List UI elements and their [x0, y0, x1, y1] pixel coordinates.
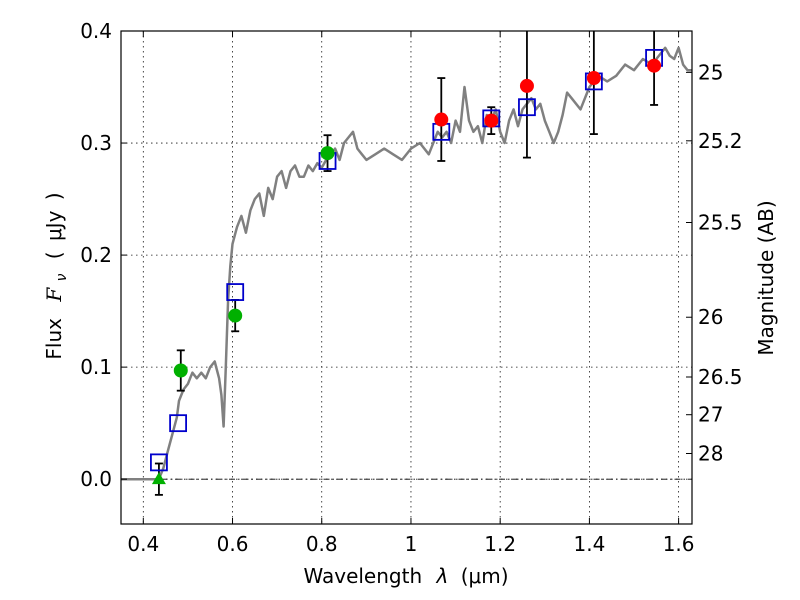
- x-tick-label: 0.4: [127, 532, 159, 556]
- magnitude-tick-label: 25.5: [698, 211, 743, 235]
- y-tick-label: 0.4: [80, 19, 112, 43]
- x-tick-label: 1.6: [663, 532, 695, 556]
- x-axis-label-text: Wavelength: [303, 564, 422, 588]
- wfc3-data-point: [519, 78, 534, 93]
- magnitude-axis-label: Magnitude (AB): [754, 200, 778, 355]
- x-axis-label-symbol: λ: [436, 564, 449, 588]
- x-tick-label: 0.6: [217, 532, 249, 556]
- spectrum-line: [121, 46, 692, 481]
- magnitude-tick-label: 25: [698, 60, 723, 84]
- upper-limit-marker: [151, 472, 166, 485]
- x-tick-label: 0.8: [306, 532, 338, 556]
- y-axis-label-symbol: F: [42, 287, 66, 303]
- y-axis-label-unit: μJy: [42, 210, 66, 241]
- y-axis-label-subscript: ν: [54, 273, 70, 281]
- y-tick-label: 0.0: [80, 467, 112, 491]
- magnitude-tick-label: 26.5: [698, 365, 743, 389]
- y-tick-label: 0.2: [80, 243, 112, 267]
- magnitude-tick-label: 25.2: [698, 129, 743, 153]
- x-tick-label: 1.2: [484, 532, 516, 556]
- x-axis-label: Wavelength λ (μm): [303, 564, 508, 588]
- x-tick-label: 1.4: [573, 532, 605, 556]
- model-photometry-box: [226, 283, 245, 301]
- y-tick-label: 0.1: [80, 355, 112, 379]
- x-axis-label-unit: (μm): [461, 564, 509, 588]
- axes-frame: [120, 30, 693, 525]
- y-tick-label: 0.3: [80, 131, 112, 155]
- magnitude-tick-label: 28: [698, 442, 723, 466]
- wfc3-data-point: [647, 58, 662, 73]
- wfc3-data-point: [484, 113, 499, 128]
- y-axis-label-text: Flux: [42, 318, 66, 360]
- acs-data-point: [173, 363, 188, 378]
- model-photometry-box: [169, 414, 188, 433]
- axis-ticks: 0.4 0.6 0.8 1 1.2 1.4 1.6 0.0 0.1 0.2 0.3 0.4 25 25.2…: [80, 19, 742, 556]
- acs-data-point: [320, 146, 335, 161]
- plot-area: [121, 31, 692, 496]
- magnitude-tick-label: 27: [698, 403, 723, 427]
- magnitude-tick-label: 26: [698, 305, 723, 329]
- acs-data-point: [228, 308, 243, 323]
- model-photometry-box: [150, 453, 168, 472]
- wfc3-data-point: [434, 112, 449, 127]
- y-axis-label: Flux F ν ( μJy ): [42, 192, 71, 359]
- x-tick-label: 1: [405, 532, 418, 556]
- wfc3-data-point: [586, 71, 601, 86]
- model-photometry-box: [518, 98, 536, 117]
